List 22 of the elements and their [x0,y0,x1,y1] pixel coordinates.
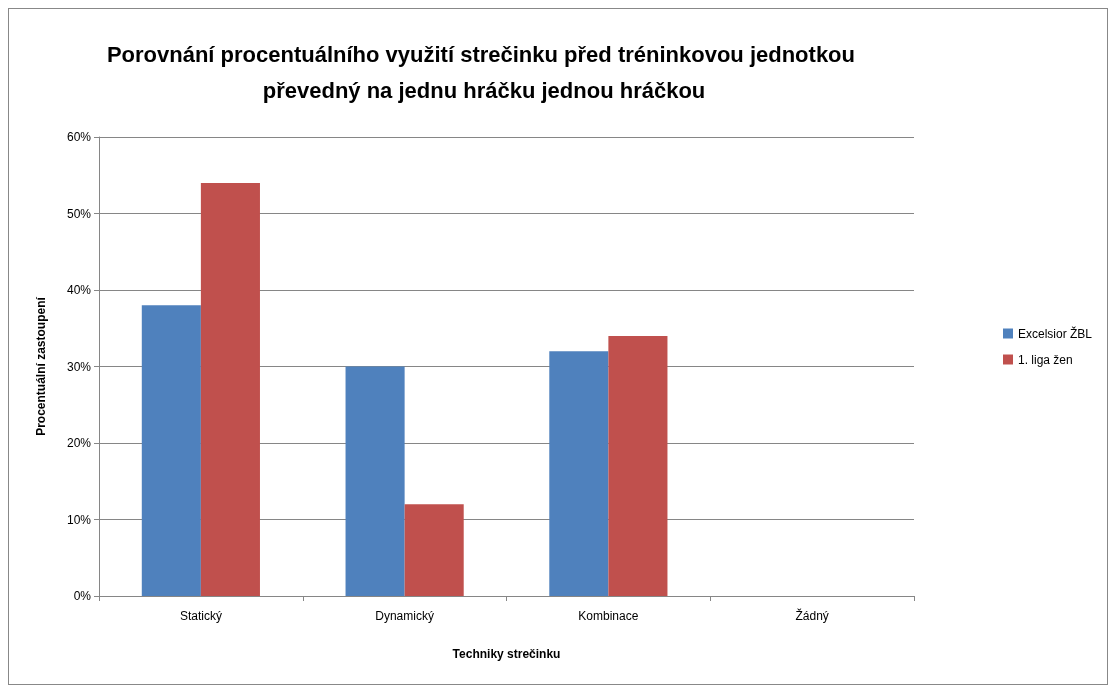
x-axis-title: Techniky strečinku [452,647,561,661]
y-tick-label: 10% [66,512,92,527]
y-tick-label: 40% [66,283,92,297]
bar [200,182,260,596]
x-tick-label: Dynamický [375,609,434,623]
x-tick-label: Statický [179,609,222,623]
y-tick-label: 60% [66,130,92,144]
legend-label: 1. liga žen [1017,352,1073,367]
bar [404,504,464,596]
y-axis-title: Procentuální zastoupení [34,296,48,436]
legend-label: Excelsior ŽBL [1017,325,1093,341]
y-tick-label: 50% [66,206,92,221]
bar [141,305,201,596]
chart-title: Porovnání procentuálního využití strečinku před tréninkovou jednotkou převedný na jednu hráčku jednou hráčkou [106,41,862,103]
bar [549,351,609,596]
y-tick-label: 30% [66,359,92,374]
y-tick-label: 20% [66,436,92,450]
x-tick-label: Kombinace [578,609,639,623]
bar [345,366,405,596]
x-tick-label: Žádný [795,608,829,623]
bar [608,335,668,596]
y-tick-label: 0% [73,589,92,603]
